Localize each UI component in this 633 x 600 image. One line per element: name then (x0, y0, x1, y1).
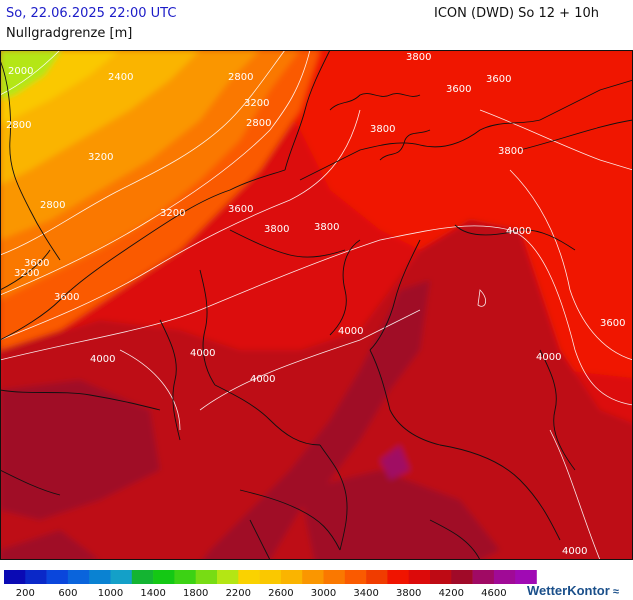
legend-swatch (238, 570, 260, 584)
legend-swatch (89, 570, 111, 584)
contour-label: 2800 (40, 200, 65, 211)
contour-label: 2000 (8, 66, 33, 77)
contour-label: 3800 (264, 224, 289, 235)
legend-tick-label: 4200 (439, 588, 464, 599)
legend-tick-label: 600 (58, 588, 77, 599)
legend-tick-label: 3000 (311, 588, 336, 599)
contour-label: 3200 (160, 208, 185, 219)
contour-label: 2800 (228, 72, 253, 83)
contour-label: 3200 (244, 98, 269, 109)
legend-swatch (217, 570, 239, 584)
parameter-title: Nullgradgrenze [m] (6, 26, 133, 41)
legend-swatch (408, 570, 431, 584)
legend-swatch (67, 570, 90, 584)
logo-text: WetterKontor (527, 583, 610, 598)
legend-swatch (25, 570, 47, 584)
contour-label: 4000 (506, 226, 531, 237)
legend-swatch (174, 570, 196, 584)
legend-swatch (131, 570, 154, 584)
wind-gust-icon: ≈ (612, 586, 619, 598)
legend-tick-labels: 200 600 1000 1400 1800 2200 2600 3000 3400 3800 42… (16, 588, 507, 599)
legend-tick-label: 1000 (98, 588, 123, 599)
contour-label: 4000 (190, 348, 215, 359)
contour-label: 3600 (446, 84, 471, 95)
contour-label: 3600 (486, 74, 511, 85)
contour-label: 2800 (6, 120, 31, 131)
contour-label: 3600 (54, 292, 79, 303)
legend-tick-label: 1400 (140, 588, 165, 599)
legend-swatch (280, 570, 303, 584)
legend-swatch (366, 570, 388, 584)
borders-coastlines (0, 50, 633, 560)
freezing-level-field (0, 50, 633, 560)
legend-tick-label: 4600 (481, 588, 506, 599)
contour-label: 4000 (338, 326, 363, 337)
wetterkontor-logo: WetterKontor ≈ (527, 583, 619, 598)
legend-swatch (259, 570, 282, 584)
contour-label: 3600 (600, 318, 625, 329)
contour-label: 4000 (250, 374, 275, 385)
forecast-datetime: So, 22.06.2025 22:00 UTC (6, 6, 177, 21)
contour-label: 3800 (370, 124, 395, 135)
contour-label: 3600 (24, 258, 49, 269)
contour-label: 2400 (108, 72, 133, 83)
color-legend: 200 600 1000 1400 1800 2200 2600 3000 3400 3800 42… (4, 570, 537, 599)
legend-swatch (430, 570, 452, 584)
legend-swatch (110, 570, 133, 584)
contour-label: 3800 (406, 52, 431, 63)
contour-label: 3600 (228, 204, 253, 215)
contour-label: 4000 (562, 546, 587, 557)
legend-swatches (4, 570, 537, 584)
legend-swatch (493, 570, 516, 584)
legend-swatch (323, 570, 346, 584)
isoline-layer (0, 50, 633, 560)
legend-swatch (515, 570, 537, 584)
legend-swatch (46, 570, 69, 584)
legend-tick-label: 200 (16, 588, 35, 599)
legend-tick-label: 3400 (353, 588, 378, 599)
legend-swatch (451, 570, 473, 584)
legend-swatch (344, 570, 367, 584)
legend-swatch (302, 570, 324, 584)
legend-swatch (472, 570, 495, 584)
contour-label: 3800 (498, 146, 523, 157)
model-run-label: ICON (DWD) So 12 + 10h (434, 6, 599, 21)
legend-tick-label: 2600 (268, 588, 293, 599)
legend-swatch (387, 570, 409, 584)
legend-tick-label: 3800 (396, 588, 421, 599)
legend-swatch (4, 570, 26, 584)
contour-label: 3200 (88, 152, 113, 163)
contour-label: 4000 (90, 354, 115, 365)
legend-swatch (195, 570, 218, 584)
contour-label: 4000 (536, 352, 561, 363)
legend-tick-label: 2200 (226, 588, 251, 599)
contour-label: 3200 (14, 268, 39, 279)
legend-swatch (153, 570, 175, 584)
contour-label: 3800 (314, 222, 339, 233)
legend-tick-label: 1800 (183, 588, 208, 599)
contour-label: 2800 (246, 118, 271, 129)
